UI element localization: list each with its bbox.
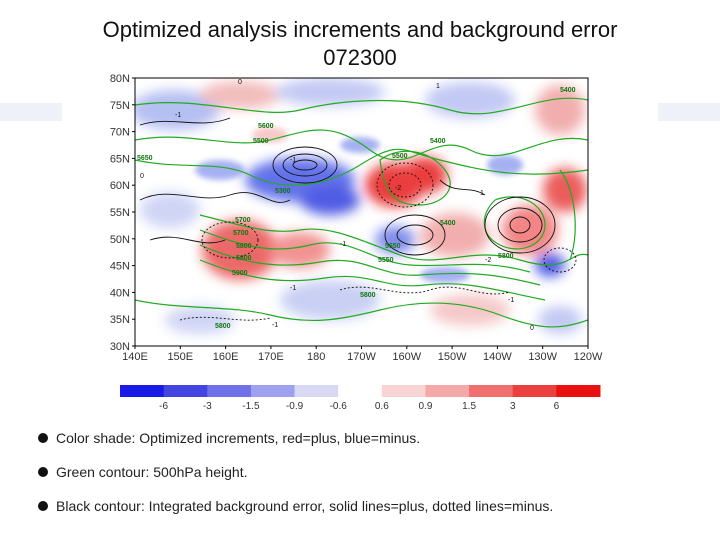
contour-label: 5400 — [560, 87, 576, 94]
title-line-1: Optimized analysis increments and backgr… — [102, 17, 618, 42]
contour-label: 5550 — [378, 257, 394, 264]
colorbar-tick-label: -0.9 — [286, 401, 304, 412]
lon-tick-label: 150W — [438, 351, 467, 363]
contour-label: 5800 — [498, 253, 514, 260]
left-highlight-band — [0, 103, 62, 121]
lon-tick-label: 130W — [528, 351, 557, 363]
lat-tick-label: 40N — [110, 287, 130, 299]
note-green-contour: Green contour: 500hPa height. — [38, 462, 708, 482]
lon-tick-label: 140W — [483, 351, 512, 363]
colorbar-tick-label: -6 — [159, 401, 168, 412]
lat-tick-label: 60N — [110, 180, 130, 192]
colorbar-tick-label: -0.6 — [330, 401, 348, 412]
title-line-2: 072300 — [323, 45, 397, 70]
longitude-axis: 140E 150E 160E 170E 180 170W 160W 150W 140W 130W 1… — [122, 346, 603, 363]
map-figure: 5600 5500 5400 5500 5300 5700 5700 5800 … — [110, 73, 603, 412]
contour-label: 5700 — [235, 217, 251, 224]
note-black-contour: Black contour: Integrated background err… — [38, 496, 708, 516]
contour-label: 5800 — [360, 292, 376, 299]
lon-tick-label: 150E — [167, 351, 193, 363]
lat-tick-label: 30N — [110, 341, 130, 353]
error-contours — [139, 117, 556, 256]
colorbar-tick-label: 0.9 — [419, 401, 433, 412]
error-label: -1 — [175, 112, 181, 119]
bullet-icon — [38, 501, 48, 511]
lat-tick-label: 35N — [110, 314, 130, 326]
colorbar-swatch — [207, 385, 252, 397]
latitude-axis: 80N 75N 70N 65N 60N 55N 50N 45N 40N 35N 30N — [110, 73, 135, 353]
increment-colorbar — [120, 385, 601, 397]
contour-label: 5800 — [236, 255, 252, 262]
colorbar-swatch — [512, 385, 557, 397]
bullet-icon — [38, 433, 48, 443]
chart-title: Optimized analysis increments and backgr… — [0, 16, 720, 72]
colorbar-tick-label: 3 — [510, 401, 516, 412]
lat-tick-label: 70N — [110, 127, 130, 139]
contour-label: 5400 — [440, 220, 456, 227]
lat-tick-label: 80N — [110, 73, 130, 85]
lon-tick-label: 180 — [307, 351, 325, 363]
colorbar-swatch — [556, 385, 601, 397]
colorbar-swatch — [120, 385, 165, 397]
colorbar-swatch — [425, 385, 470, 397]
height-contours — [135, 97, 588, 328]
lat-tick-label: 65N — [110, 153, 130, 165]
contour-label: 5900 — [232, 270, 248, 277]
colorbar-swatch — [250, 385, 296, 397]
contour-label: 5800 — [236, 243, 252, 250]
lat-tick-label: 75N — [110, 100, 130, 112]
note-color-shade: Color shade: Optimized increments, red=p… — [38, 428, 708, 448]
colorbar-swatch — [469, 385, 514, 397]
colorbar-swatch — [338, 385, 383, 397]
legend-notes: Color shade: Optimized increments, red=p… — [38, 428, 708, 530]
error-label: -1 — [272, 322, 278, 329]
colorbar-tick-label: -3 — [203, 401, 212, 412]
error-label: 0 — [530, 325, 534, 332]
error-label: 1 — [436, 83, 440, 90]
contour-label: 5600 — [258, 123, 274, 130]
colorbar-tick-label: 0.6 — [375, 401, 389, 412]
contour-label: 5650 — [137, 155, 153, 162]
bullet-icon — [38, 467, 48, 477]
colorbar-swatch — [294, 385, 339, 397]
error-label: -1 — [290, 157, 296, 164]
error-label: -2 — [395, 185, 401, 192]
lon-tick-label: 170W — [347, 351, 376, 363]
lon-tick-label: 160W — [392, 351, 421, 363]
lon-tick-label: 140E — [122, 351, 148, 363]
contour-label: 5400 — [430, 138, 446, 145]
error-label: -1 — [508, 297, 514, 304]
colorbar-tick-label: 1.5 — [462, 401, 476, 412]
contour-label: 5500 — [253, 138, 269, 145]
colorbar-tick-labels: -6 -3 -1.5 -0.9 -0.6 0.6 0.9 1.5 3 6 — [159, 401, 559, 412]
colorbar-tick-label: -1.5 — [242, 401, 260, 412]
negative-error-contours — [179, 162, 577, 321]
contour-label: 5300 — [275, 188, 291, 195]
colorbar-tick-label: 6 — [554, 401, 560, 412]
lon-tick-label: 120W — [574, 351, 603, 363]
lat-tick-label: 45N — [110, 261, 130, 273]
height-contour-labels: 5600 5500 5400 5500 5300 5700 5700 5800 … — [137, 87, 576, 330]
error-label: 1 — [480, 190, 484, 197]
lon-tick-label: 160E — [213, 351, 239, 363]
colorbar-swatch — [381, 385, 426, 397]
contour-label: 5500 — [392, 153, 408, 160]
contour-label: 5650 — [385, 243, 401, 250]
error-label: -1 — [290, 285, 296, 292]
right-highlight-band — [658, 103, 720, 121]
colorbar-swatch — [163, 385, 208, 397]
lat-tick-label: 50N — [110, 234, 130, 246]
error-label: 0 — [238, 79, 242, 86]
error-label: -1 — [340, 241, 346, 248]
error-label: -2 — [485, 257, 491, 264]
contour-label: 5800 — [215, 323, 231, 330]
error-contour-labels: 0 1 -1 -1 -1 -2 -2 -1 -1 -1 0 1 0 — [140, 79, 534, 332]
increment-shading: 5600 5500 5400 5500 5300 5700 5700 5800 … — [135, 78, 588, 346]
error-label: 0 — [140, 173, 144, 180]
lon-tick-label: 170E — [258, 351, 284, 363]
lat-tick-label: 55N — [110, 207, 130, 219]
contour-label: 5700 — [233, 230, 249, 237]
